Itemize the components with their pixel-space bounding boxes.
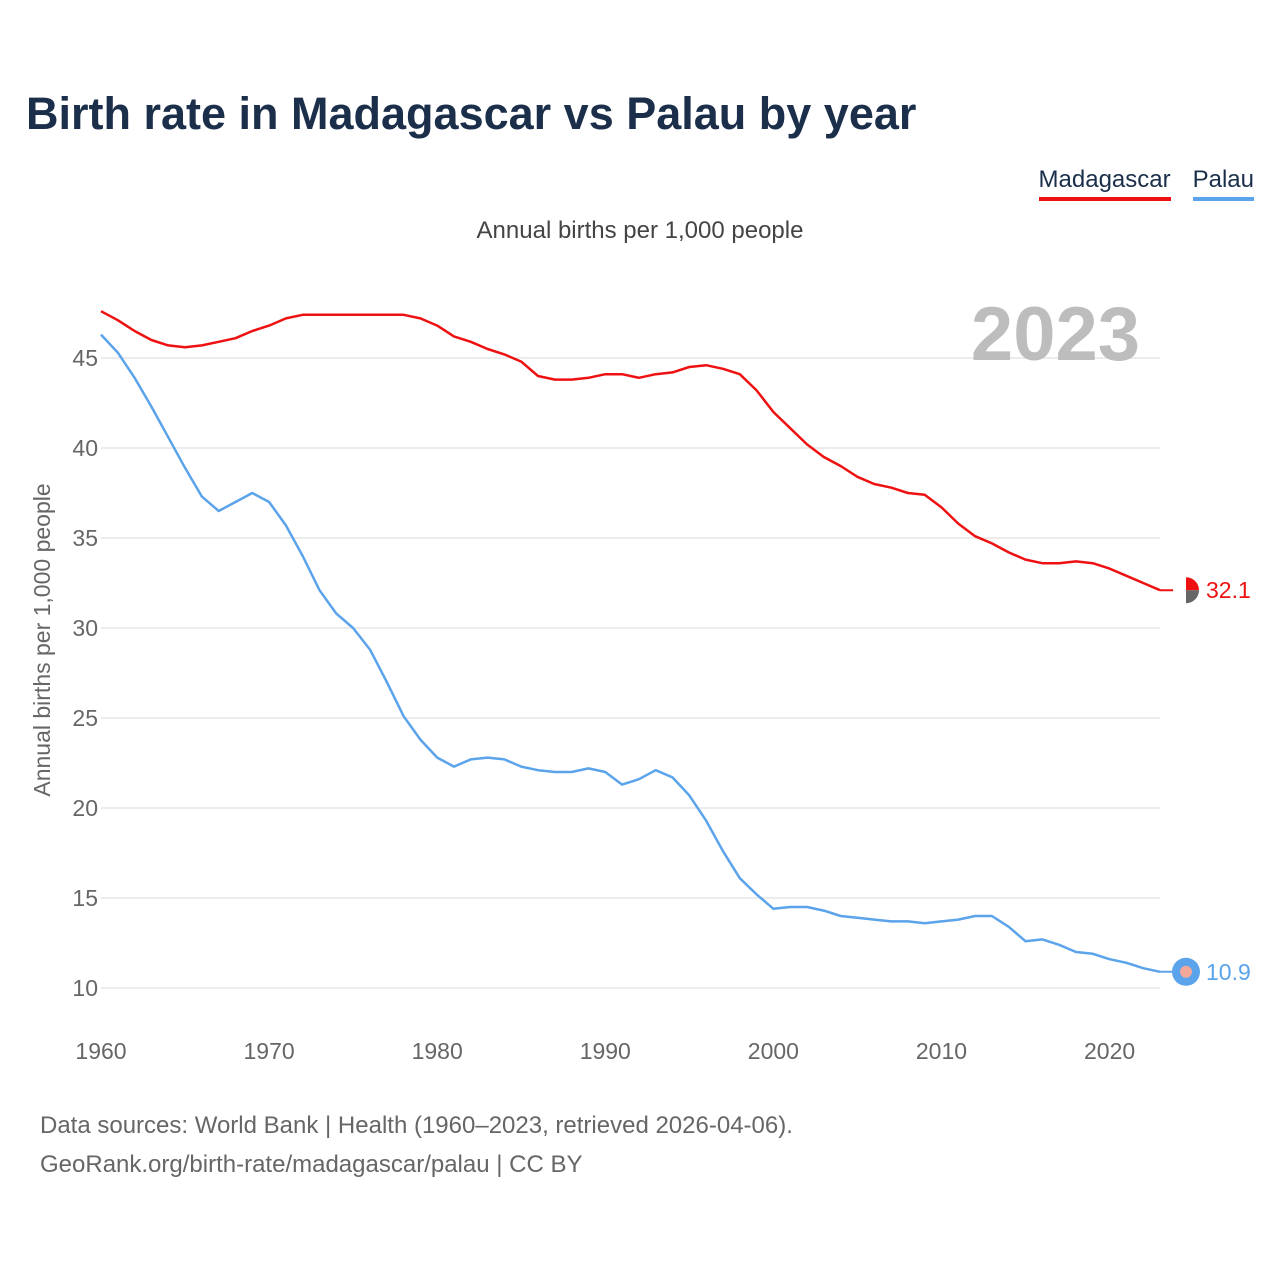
source-line-1: Data sources: World Bank | Health (1960–… — [40, 1112, 793, 1139]
y-tick-label-40: 40 — [72, 435, 98, 461]
x-tick-label-2020: 2020 — [1084, 1038, 1135, 1064]
gridlines — [101, 357, 1160, 989]
legend-item-palau[interactable]: Palau — [1192, 166, 1254, 201]
y-tick-label-15: 15 — [72, 885, 98, 911]
y-tick-label-30: 30 — [72, 615, 98, 641]
y-tick-label-20: 20 — [72, 795, 98, 821]
source-line-2: GeoRank.org/birth-rate/madagascar/palau … — [40, 1151, 583, 1178]
x-tick-label-1970: 1970 — [244, 1038, 295, 1064]
chart-subtitle: Annual births per 1,000 people — [476, 217, 804, 244]
y-tick-label-10: 10 — [72, 975, 98, 1001]
y-axis-ticks: 10 15 20 25 30 35 40 45 — [72, 345, 98, 1001]
x-tick-label-1990: 1990 — [580, 1038, 631, 1064]
end-marker-bottom-madagascar — [1186, 590, 1199, 604]
legend: Madagascar Palau — [1038, 166, 1254, 201]
x-tick-label-2010: 2010 — [916, 1038, 967, 1064]
x-tick-label-2000: 2000 — [748, 1038, 799, 1064]
y-tick-label-35: 35 — [72, 525, 98, 551]
end-value-label-palau: 10.9 — [1206, 959, 1251, 985]
end-marker-top-madagascar — [1186, 577, 1199, 591]
chart-title: Birth rate in Madagascar vs Palau by yea… — [26, 88, 917, 139]
y-axis-label: Annual births per 1,000 people — [29, 483, 55, 796]
x-tick-label-1960: 1960 — [75, 1038, 126, 1064]
end-value-label-madagascar: 32.1 — [1206, 577, 1251, 603]
end-markers: 32.1 10.9 — [1160, 577, 1251, 986]
end-marker-inner-palau — [1180, 965, 1192, 978]
series-line-palau — [100, 333, 1161, 974]
series-lines — [100, 310, 1161, 974]
data-sources: Data sources: World Bank | Health (1960–… — [40, 1106, 793, 1184]
y-tick-label-25: 25 — [72, 705, 98, 731]
current-year-label: 2023 — [971, 292, 1140, 377]
y-tick-label-45: 45 — [72, 345, 98, 371]
legend-item-madagascar[interactable]: Madagascar — [1038, 166, 1171, 201]
series-line-madagascar — [100, 310, 1161, 592]
x-tick-label-1980: 1980 — [412, 1038, 463, 1064]
x-axis-ticks: 1960 1970 1980 1990 2000 2010 2020 — [75, 1038, 1135, 1064]
